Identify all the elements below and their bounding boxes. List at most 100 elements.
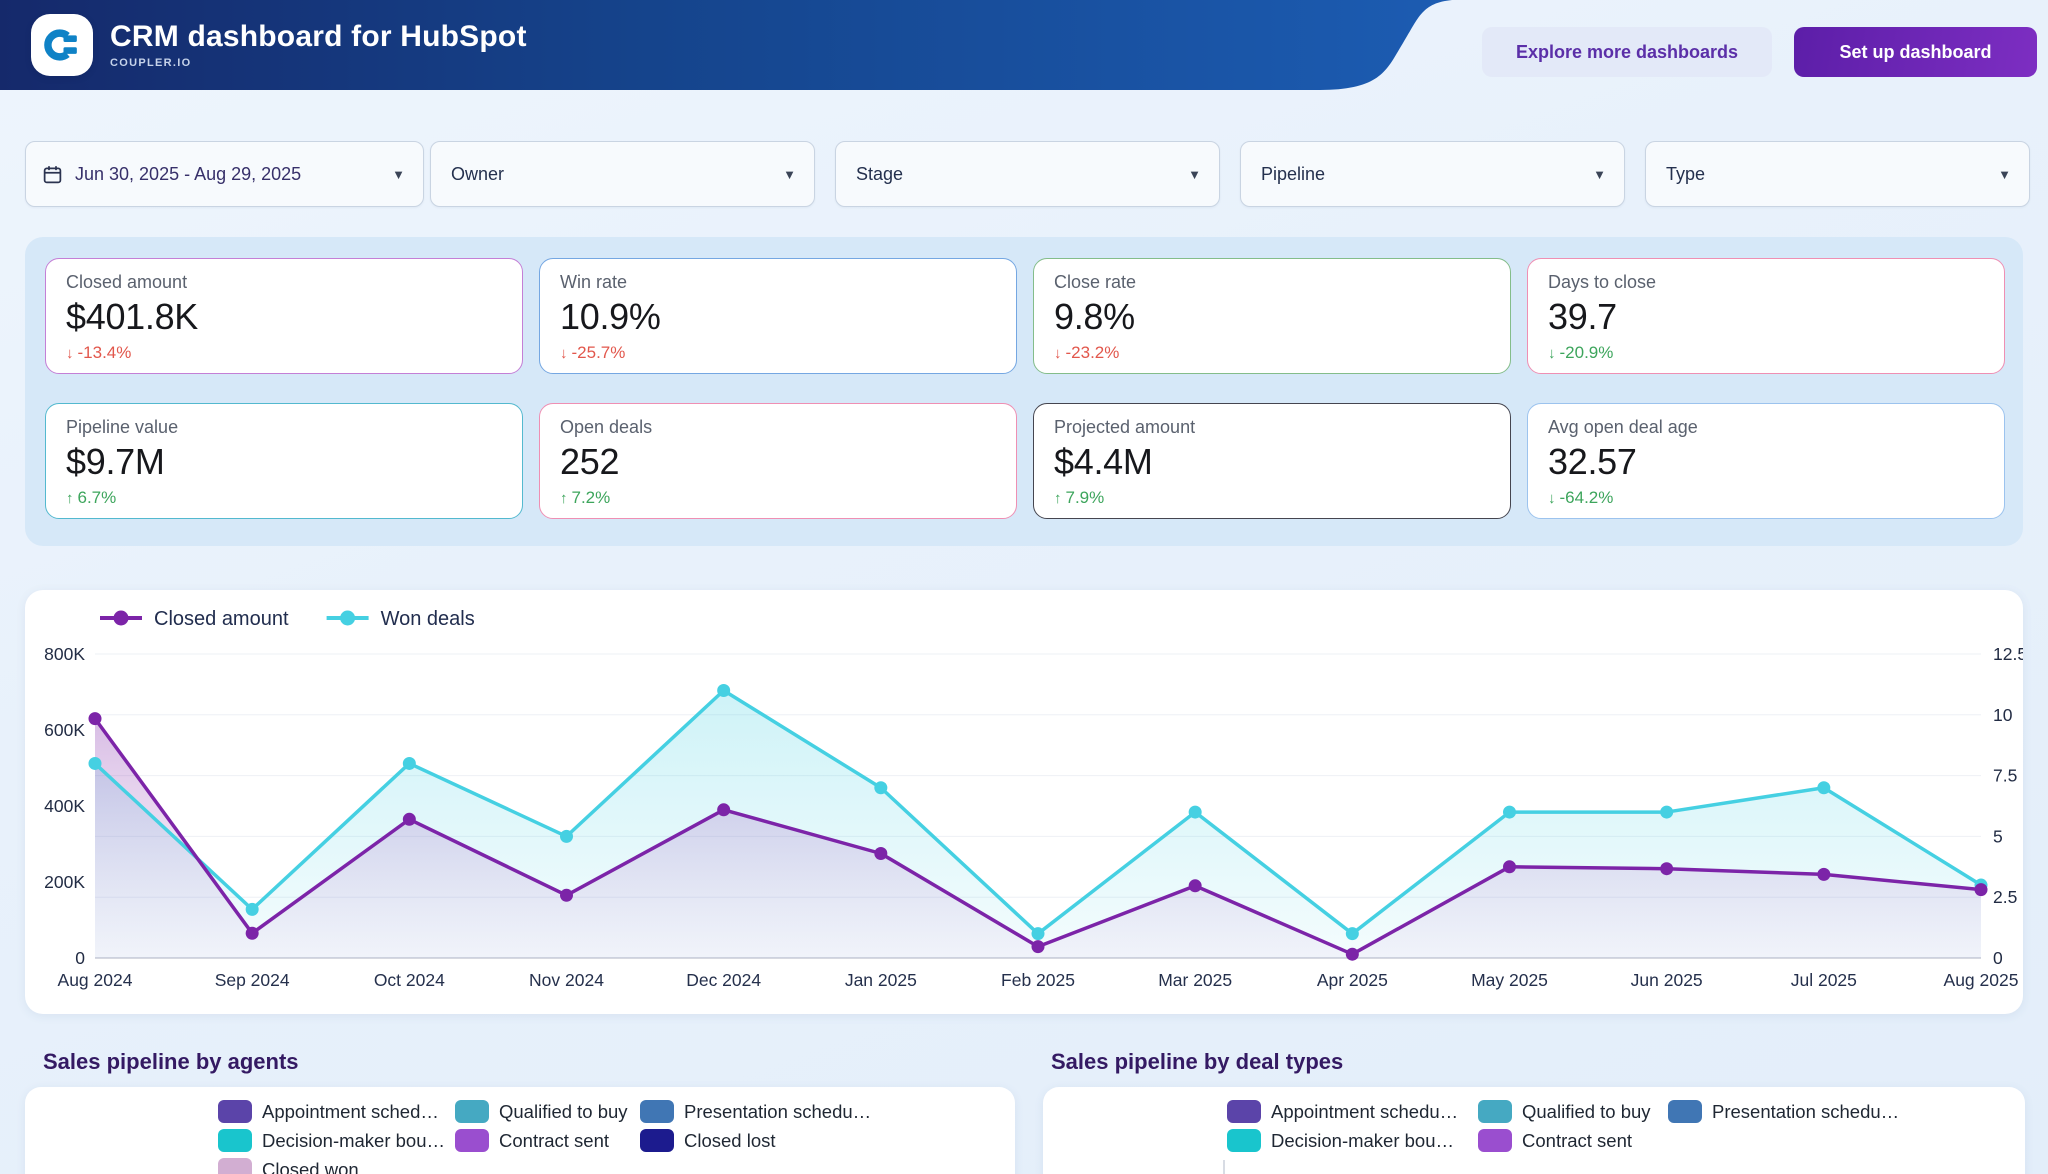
filter-label: Owner — [431, 164, 504, 185]
legend-item-decision-maker-bou[interactable]: Decision-maker bou… — [1227, 1129, 1454, 1152]
trend-down-arrow-icon: ↓ — [1054, 345, 1062, 362]
data-point — [1503, 860, 1516, 873]
legend-swatch — [455, 1129, 489, 1152]
kpi-delta-value: -13.4% — [78, 343, 132, 363]
left-axis-tick: 0 — [75, 948, 85, 968]
right-axis-tick: 5 — [1993, 826, 2003, 846]
x-axis-label: Jan 2025 — [845, 970, 917, 990]
data-point — [560, 889, 573, 902]
filter-dropdown-stage[interactable]: Stage▼ — [835, 141, 1220, 207]
legend-swatch — [1227, 1129, 1261, 1152]
legend-item-contract-sent[interactable]: Contract sent — [455, 1129, 609, 1152]
x-axis-label: Jun 2025 — [1631, 970, 1703, 990]
x-axis-label: Nov 2024 — [529, 970, 604, 990]
pipeline-by-agents-card: Appointment sched… Qualified to buy Presen… — [25, 1087, 1015, 1174]
kpi-value: 39.7 — [1548, 296, 1984, 338]
kpi-label: Projected amount — [1054, 417, 1490, 438]
kpi-delta-value: -64.2% — [1560, 488, 1614, 508]
legend-item-qualified-to-buy[interactable]: Qualified to buy — [455, 1100, 628, 1123]
data-point — [1346, 948, 1359, 961]
trend-up-arrow-icon: ↑ — [66, 490, 74, 507]
legend-swatch — [218, 1100, 252, 1123]
chevron-down-icon: ▼ — [1188, 167, 1201, 182]
legend-swatch — [1478, 1129, 1512, 1152]
section-title-deal-types: Sales pipeline by deal types — [1051, 1049, 1343, 1075]
page-title: CRM dashboard for HubSpot — [110, 20, 527, 54]
kpi-delta: ↑7.9% — [1054, 488, 1490, 508]
x-axis-label: Mar 2025 — [1158, 970, 1232, 990]
chart-legend-item-closed-amount[interactable]: Closed amount — [100, 608, 289, 630]
right-axis-tick: 0 — [1993, 948, 2003, 968]
filter-label: Pipeline — [1241, 164, 1325, 185]
data-point — [89, 757, 102, 770]
data-point — [874, 781, 887, 794]
filter-dropdown-type[interactable]: Type▼ — [1645, 141, 2030, 207]
right-axis-tick: 12.5 — [1993, 644, 2023, 664]
kpi-value: $4.4M — [1054, 441, 1490, 483]
filter-dropdown-pipeline[interactable]: Pipeline▼ — [1240, 141, 1625, 207]
kpi-label: Open deals — [560, 417, 996, 438]
kpi-value: 9.8% — [1054, 296, 1490, 338]
kpi-card-pipeline-value: Pipeline value$9.7M↑6.7% — [45, 403, 523, 519]
date-range-value: Jun 30, 2025 - Aug 29, 2025 — [63, 164, 301, 185]
left-axis-tick: 200K — [44, 872, 85, 892]
legend-item-qualified-to-buy[interactable]: Qualified to buy — [1478, 1100, 1651, 1123]
legend-item-closed-lost[interactable]: Closed lost — [640, 1129, 776, 1152]
explore-dashboards-button[interactable]: Explore more dashboards — [1482, 27, 1772, 77]
chevron-down-icon: ▼ — [392, 167, 405, 182]
kpi-card-close-rate: Close rate9.8%↓-23.2% — [1033, 258, 1511, 374]
legend-item-presentation-schedu[interactable]: Presentation schedu… — [1668, 1100, 1899, 1123]
kpi-delta: ↓-13.4% — [66, 343, 502, 363]
legend-swatch — [1668, 1100, 1702, 1123]
filter-dropdown-owner[interactable]: Owner ▼ — [430, 141, 815, 207]
kpi-label: Days to close — [1548, 272, 1984, 293]
kpi-delta-value: 6.7% — [78, 488, 117, 508]
data-point — [1189, 879, 1202, 892]
calendar-icon — [42, 164, 63, 185]
kpi-card-avg-open-deal-age: Avg open deal age32.57↓-64.2% — [1527, 403, 2005, 519]
left-axis-tick: 600K — [44, 720, 85, 740]
pipeline-by-deal-types-card: Appointment schedu… Qualified to buy Prese… — [1043, 1087, 2025, 1174]
legend-item-closed-won[interactable]: Closed won — [218, 1158, 359, 1174]
legend-label: Contract sent — [1522, 1130, 1632, 1152]
x-axis-label: Dec 2024 — [686, 970, 761, 990]
legend-swatch — [1227, 1100, 1261, 1123]
trend-down-arrow-icon: ↓ — [1548, 345, 1556, 362]
legend-item-appointment-schedu[interactable]: Appointment schedu… — [1227, 1100, 1458, 1123]
data-point — [1346, 927, 1359, 940]
kpi-card-open-deals: Open deals252↑7.2% — [539, 403, 1017, 519]
data-point — [89, 712, 102, 725]
data-point — [1660, 862, 1673, 875]
legend-label: Qualified to buy — [1522, 1101, 1651, 1123]
data-point — [246, 903, 259, 916]
kpi-delta: ↓-64.2% — [1548, 488, 1984, 508]
legend-item-presentation-schedu[interactable]: Presentation schedu… — [640, 1100, 871, 1123]
legend-label: Qualified to buy — [499, 1101, 628, 1123]
data-point — [1189, 806, 1202, 819]
legend-swatch — [455, 1100, 489, 1123]
legend-item-decision-maker-bou[interactable]: Decision-maker bou… — [218, 1129, 445, 1152]
kpi-label: Closed amount — [66, 272, 502, 293]
chevron-down-icon: ▼ — [1998, 167, 2011, 182]
section-title-agents: Sales pipeline by agents — [43, 1049, 299, 1075]
chevron-down-icon: ▼ — [783, 167, 796, 182]
kpi-label: Win rate — [560, 272, 996, 293]
kpi-delta: ↑7.2% — [560, 488, 996, 508]
data-point — [1032, 927, 1045, 940]
trend-down-arrow-icon: ↓ — [560, 345, 568, 362]
sales-trend-chart-card: 12.5107.552.50800K600K400K200K0Aug 2024S… — [25, 590, 2023, 1014]
data-point — [403, 757, 416, 770]
chart-legend-item-won-deals[interactable]: Won deals — [327, 608, 475, 630]
kpi-value: $9.7M — [66, 441, 502, 483]
legend-label: Decision-maker bou… — [262, 1130, 445, 1152]
right-axis-tick: 2.5 — [1993, 887, 2017, 907]
legend-label: Appointment schedu… — [1271, 1101, 1458, 1123]
trend-down-arrow-icon: ↓ — [66, 345, 74, 362]
legend-item-contract-sent[interactable]: Contract sent — [1478, 1129, 1632, 1152]
bar-chart-axis-stub — [1223, 1160, 1225, 1174]
legend-item-appointment-sched[interactable]: Appointment sched… — [218, 1100, 439, 1123]
setup-dashboard-button[interactable]: Set up dashboard — [1794, 27, 2037, 77]
kpi-delta-value: -20.9% — [1560, 343, 1614, 363]
trend-up-arrow-icon: ↑ — [560, 490, 568, 507]
date-range-filter[interactable]: Jun 30, 2025 - Aug 29, 2025 ▼ — [25, 141, 424, 207]
